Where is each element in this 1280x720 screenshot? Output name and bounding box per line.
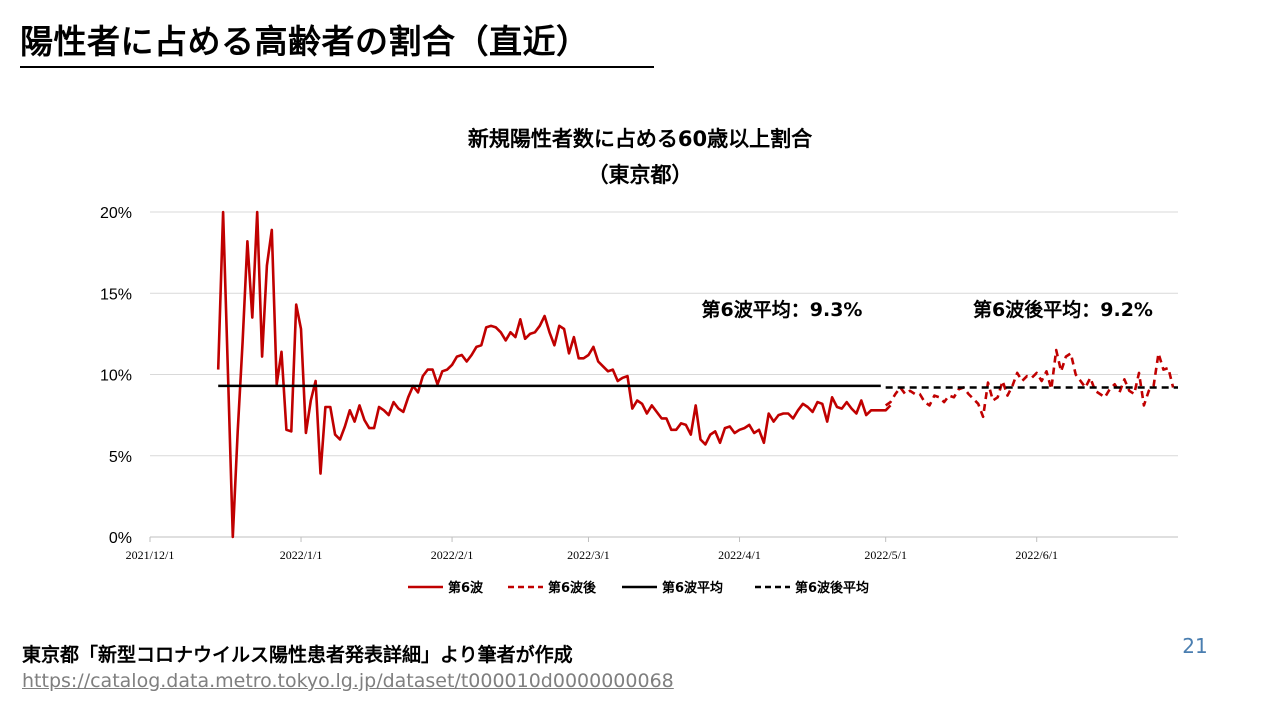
- x-tick-label: 2022/5/1: [864, 548, 907, 562]
- x-tick-label: 2022/6/1: [1015, 548, 1058, 562]
- series-line-wave6: [216, 210, 892, 539]
- x-tick-label: 2022/4/1: [718, 548, 761, 562]
- legend-label: 第6波後: [548, 580, 597, 596]
- y-tick-label: 10%: [100, 368, 132, 385]
- y-tick-label: 0%: [109, 530, 132, 547]
- page-number: 21: [1182, 634, 1208, 658]
- source-link[interactable]: https://catalog.data.metro.tokyo.lg.jp/d…: [22, 670, 674, 692]
- source-note: 東京都「新型コロナウイルス陽性患者発表詳細」より筆者が作成: [22, 644, 573, 666]
- series-line-post-wave6: [884, 348, 1175, 419]
- chart-title: 新規陽性者数に占める60歳以上割合: [467, 127, 813, 151]
- x-tick-label: 2021/12/1: [126, 548, 175, 562]
- slide-title: 陽性者に占める高齢者の割合（直近）: [20, 22, 590, 61]
- title-underline: [20, 66, 654, 68]
- legend-label: 第6波後平均: [795, 580, 869, 596]
- x-tick-label: 2022/2/1: [431, 548, 474, 562]
- chart-subtitle: （東京都）: [587, 163, 693, 187]
- legend-label: 第6波平均: [662, 580, 723, 596]
- average-annotation: 第6波平均：9.3%: [702, 298, 863, 321]
- average-annotation: 第6波後平均：9.2%: [973, 298, 1153, 321]
- y-tick-label: 15%: [100, 286, 132, 303]
- legend-label: 第6波: [448, 580, 484, 596]
- y-tick-label: 20%: [100, 205, 132, 222]
- x-tick-label: 2022/1/1: [280, 548, 323, 562]
- y-tick-label: 5%: [109, 449, 132, 466]
- x-tick-label: 2022/3/1: [567, 548, 610, 562]
